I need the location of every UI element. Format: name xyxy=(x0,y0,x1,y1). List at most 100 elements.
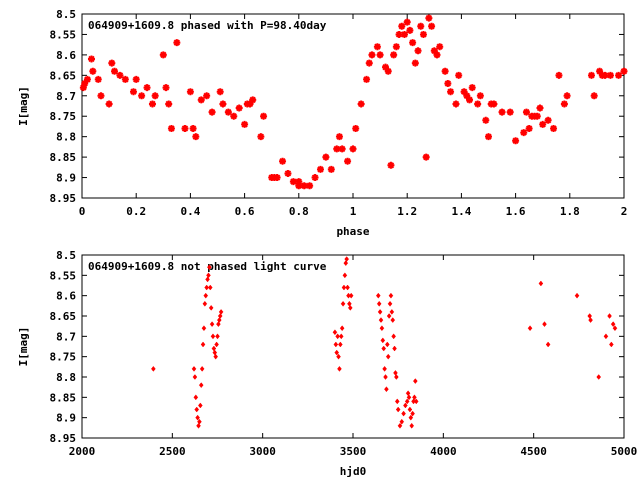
data-point xyxy=(333,145,341,153)
data-point xyxy=(218,309,224,315)
x-tick-label: 2 xyxy=(621,205,628,218)
data-point xyxy=(409,422,415,429)
data-point xyxy=(295,182,303,190)
data-point xyxy=(347,300,352,307)
data-point xyxy=(338,341,343,348)
y-tick-label: 8.65 xyxy=(50,69,77,82)
data-point xyxy=(333,341,339,348)
data-point xyxy=(202,300,208,307)
data-point xyxy=(413,378,418,384)
data-point xyxy=(89,67,97,75)
x-tick-label: 1.2 xyxy=(397,205,417,218)
data-point xyxy=(406,394,412,401)
data-point xyxy=(384,67,392,75)
data-point xyxy=(230,112,238,120)
data-point xyxy=(332,329,338,336)
data-point xyxy=(392,345,397,352)
y-tick-label: 8.9 xyxy=(56,172,76,185)
data-point xyxy=(207,284,213,291)
data-point xyxy=(590,92,598,100)
data-series xyxy=(79,14,628,190)
data-point xyxy=(525,124,533,132)
data-point xyxy=(533,112,541,120)
data-point xyxy=(527,325,533,332)
data-point xyxy=(588,317,593,323)
data-point xyxy=(405,390,411,397)
data-point xyxy=(273,174,281,182)
data-point xyxy=(279,157,287,165)
data-point xyxy=(555,71,563,79)
data-point xyxy=(186,88,194,96)
data-point xyxy=(609,341,614,348)
data-point xyxy=(208,304,214,311)
data-point xyxy=(485,133,492,141)
data-point xyxy=(574,292,580,299)
data-point xyxy=(249,96,257,104)
data-point xyxy=(390,317,396,323)
data-point xyxy=(342,272,348,279)
x-tick-label: 0.4 xyxy=(180,205,200,218)
data-point xyxy=(340,300,346,307)
data-point xyxy=(444,80,452,88)
data-point xyxy=(447,88,455,96)
data-point xyxy=(196,422,201,429)
data-point xyxy=(417,22,425,30)
data-point xyxy=(214,341,219,348)
x-tick-label: 3500 xyxy=(340,445,367,458)
x-axis-label: phase xyxy=(336,225,369,238)
data-point xyxy=(197,96,205,104)
data-point xyxy=(173,39,181,47)
data-point xyxy=(400,30,408,38)
data-point xyxy=(83,75,91,83)
y-tick-label: 8.95 xyxy=(50,432,77,445)
data-point xyxy=(260,112,268,120)
data-point xyxy=(615,71,623,79)
data-point xyxy=(344,157,352,165)
y-tick-label: 8.9 xyxy=(56,412,76,425)
data-point xyxy=(81,80,89,88)
data-point xyxy=(596,67,604,75)
data-point xyxy=(382,63,390,71)
y-tick-label: 8.8 xyxy=(56,131,76,144)
data-point xyxy=(406,26,414,34)
data-point xyxy=(391,333,396,340)
x-tick-label: 0.2 xyxy=(126,205,146,218)
data-point xyxy=(476,92,484,100)
data-point xyxy=(151,92,159,100)
data-point xyxy=(159,51,167,59)
data-point xyxy=(482,116,490,124)
data-point xyxy=(385,341,390,348)
data-point xyxy=(506,108,514,116)
data-point xyxy=(191,365,197,372)
data-point xyxy=(413,398,419,405)
data-point xyxy=(399,418,405,425)
data-point xyxy=(395,30,403,38)
x-tick-label: 0 xyxy=(79,205,86,218)
data-point xyxy=(198,402,203,409)
data-point xyxy=(419,30,427,38)
x-tick-label: 2000 xyxy=(69,445,96,458)
data-point xyxy=(357,100,365,108)
data-point xyxy=(474,100,482,108)
data-point xyxy=(219,100,227,108)
data-point xyxy=(181,124,189,132)
data-point xyxy=(343,260,349,267)
data-point xyxy=(257,133,265,141)
data-point xyxy=(210,333,216,340)
data-point xyxy=(466,96,474,104)
y-tick-label: 8.7 xyxy=(56,330,76,343)
y-tick-label: 8.8 xyxy=(56,371,76,384)
data-point xyxy=(224,108,232,116)
phased-light-curve-panel: 8.5 8.55 8.6 8.65 8.7 8.75 8.8 8.85 8.9 8.950 0.2 0… xyxy=(17,8,628,238)
y-tick-label: 8.75 xyxy=(50,110,77,123)
data-point xyxy=(538,280,544,287)
data-point xyxy=(151,365,156,372)
data-point xyxy=(193,394,199,401)
data-point xyxy=(203,292,209,299)
data-point xyxy=(387,300,393,307)
data-point xyxy=(490,100,498,108)
data-point xyxy=(587,71,595,79)
data-point xyxy=(300,182,308,190)
x-tick-label: 1.8 xyxy=(560,205,580,218)
